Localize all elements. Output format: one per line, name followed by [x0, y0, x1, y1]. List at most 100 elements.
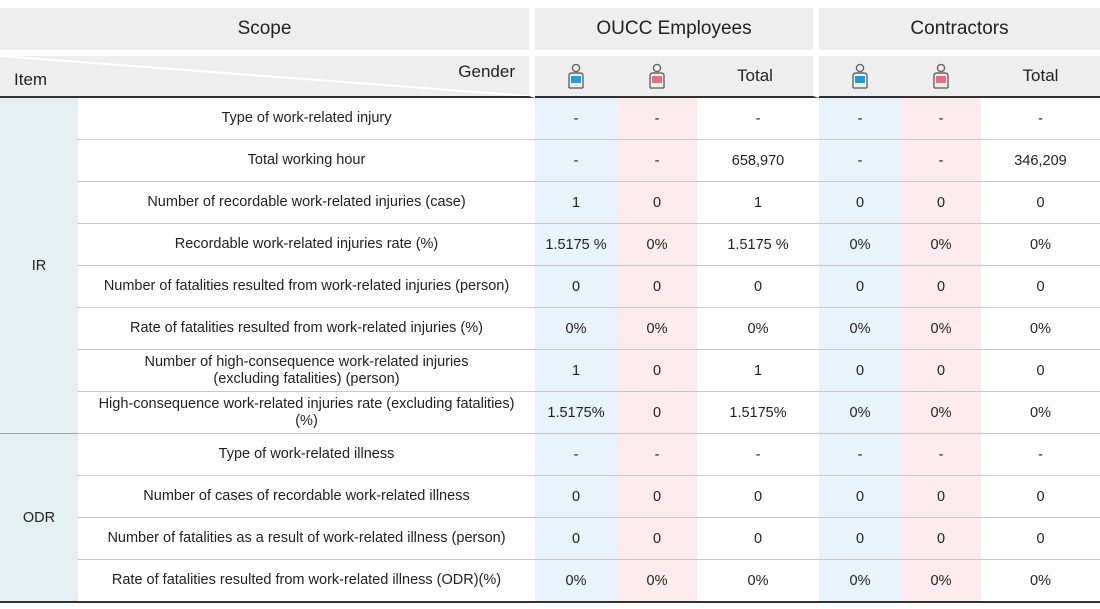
row-label-line-2: (%): [295, 412, 318, 429]
contractors-female-value: 0%: [901, 224, 982, 266]
contractors-female-value: -: [901, 98, 982, 140]
contractors-male-value: 0: [819, 266, 902, 308]
contractors-total-value: 0: [981, 350, 1100, 392]
diagonal-divider: [0, 56, 529, 96]
contractors-male-header: [819, 50, 902, 98]
contractors-total-value: 0: [981, 182, 1100, 224]
contractors-female-value: 0%: [901, 560, 982, 603]
female-person-icon: [649, 63, 665, 89]
employees-female-value: -: [617, 434, 697, 476]
contractors-female-header: [901, 50, 982, 98]
scope-header-row: Scope OUCC Employees Contractors: [0, 0, 1100, 50]
contractors-female-value: -: [901, 434, 982, 476]
contractors-total-value: 0%: [981, 224, 1100, 266]
row-label: Total working hour: [78, 140, 535, 182]
contractors-female-value: 0: [901, 266, 982, 308]
employees-total-value: -: [697, 98, 820, 140]
table-row: Rate of fatalities resulted from work-re…: [0, 560, 1100, 603]
table-row: Number of high-consequence work-related …: [0, 350, 1100, 392]
contractors-male-value: -: [819, 140, 902, 182]
gender-label: Gender: [458, 62, 515, 81]
contractors-female-value: 0: [901, 476, 982, 518]
row-label: Number of cases of recordable work-relat…: [78, 476, 535, 518]
employees-female-value: 0: [617, 350, 697, 392]
contractors-female-value: -: [901, 140, 982, 182]
employees-male-value: 0: [535, 266, 617, 308]
employees-female-value: -: [617, 140, 697, 182]
row-label: Number of high-consequence work-related …: [78, 350, 535, 392]
employees-female-value: 0%: [617, 560, 697, 603]
employees-total-value: 658,970: [697, 140, 820, 182]
employees-total-value: 0%: [697, 560, 820, 603]
contractors-female-value: 0: [901, 182, 982, 224]
contractors-total-value: 346,209: [981, 140, 1100, 182]
table-row: Recordable work-related injuries rate (%…: [0, 224, 1100, 266]
employees-female-value: 0: [617, 266, 697, 308]
contractors-total-value: 0%: [981, 560, 1100, 603]
row-label: Type of work-related illness: [78, 434, 535, 476]
male-person-icon: [568, 63, 584, 89]
subheader-row: Item Gender Total: [0, 50, 1100, 98]
contractors-male-value: 0: [819, 518, 902, 560]
employees-female-value: 0%: [617, 308, 697, 350]
table-row: ODR Type of work-related illness - - - -…: [0, 434, 1100, 603]
contractors-male-value: 0: [819, 476, 902, 518]
employees-total-value: 1.5175%: [697, 392, 820, 434]
employees-male-value: 1.5175 %: [535, 224, 617, 266]
table-row: Rate of fatalities resulted from work-re…: [0, 308, 1100, 350]
employees-female-header: [617, 50, 697, 98]
employees-male-value: 1.5175%: [535, 392, 617, 434]
employees-male-value: 0%: [535, 308, 617, 350]
table-row: Number of recordable work-related injuri…: [0, 182, 1100, 224]
contractors-male-value: 0%: [819, 392, 902, 434]
contractors-total-value: 0%: [981, 392, 1100, 434]
contractors-total-value: 0: [981, 266, 1100, 308]
employees-total-value: 1: [697, 350, 820, 392]
employees-male-value: 1: [535, 182, 617, 224]
table-row: IR Type of work-related injury - - - - -…: [0, 98, 1100, 434]
group-ir: IR: [0, 98, 78, 434]
scope-header: Scope: [0, 0, 535, 50]
contractors-female-value: 0: [901, 350, 982, 392]
contractors-total-value: -: [981, 434, 1100, 476]
item-gender-header: Item Gender: [0, 50, 535, 98]
contractors-male-value: 0%: [819, 224, 902, 266]
row-label: Number of recordable work-related injuri…: [78, 182, 535, 224]
employees-female-value: 0: [617, 182, 697, 224]
table-row: High-consequence work-related injuries r…: [0, 392, 1100, 434]
row-label: Rate of fatalities resulted from work-re…: [78, 560, 535, 603]
male-person-icon: [852, 63, 868, 89]
employees-male-value: 0: [535, 476, 617, 518]
employees-total-value: 1: [697, 182, 820, 224]
contractors-male-value: 0%: [819, 308, 902, 350]
contractors-total-header: Total: [981, 50, 1100, 98]
employees-male-value: 1: [535, 350, 617, 392]
employees-total-value: 0: [697, 518, 820, 560]
employees-male-header: [535, 50, 617, 98]
table-row: Number of fatalities as a result of work…: [0, 518, 1100, 560]
contractors-male-value: -: [819, 98, 902, 140]
employees-total-value: 0: [697, 266, 820, 308]
table-row: Total working hour - - 658,970 - - 346,2…: [0, 140, 1100, 182]
row-label: Type of work-related injury: [78, 98, 535, 140]
group-odr: ODR: [0, 434, 78, 603]
employees-female-value: 0: [617, 392, 697, 434]
table-row: Number of fatalities resulted from work-…: [0, 266, 1100, 308]
employees-male-value: -: [535, 140, 617, 182]
row-label: Number of fatalities resulted from work-…: [78, 266, 535, 308]
contractors-male-value: 0: [819, 350, 902, 392]
contractors-female-value: 0%: [901, 392, 982, 434]
table-row: Number of cases of recordable work-relat…: [0, 476, 1100, 518]
employees-male-value: 0%: [535, 560, 617, 603]
female-person-icon: [933, 63, 949, 89]
oucc-employees-header: OUCC Employees: [535, 0, 820, 50]
employees-total-value: -: [697, 434, 820, 476]
employees-total-value: 0%: [697, 308, 820, 350]
row-label: Number of fatalities as a result of work…: [78, 518, 535, 560]
employees-male-value: 0: [535, 518, 617, 560]
contractors-total-value: 0%: [981, 308, 1100, 350]
item-label: Item: [14, 70, 48, 89]
row-label-line-2: (excluding fatalities) (person): [213, 370, 400, 387]
contractors-header: Contractors: [819, 0, 1100, 50]
